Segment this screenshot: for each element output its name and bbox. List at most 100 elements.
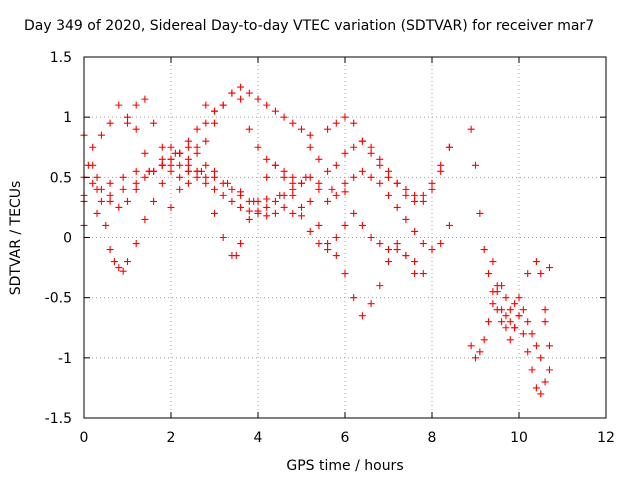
data-point [232,252,240,260]
data-point [537,270,545,278]
data-point [97,131,105,139]
data-point [115,203,123,211]
data-point [306,173,314,181]
y-tick-label: -0.5 [45,291,72,307]
data-points [80,83,553,398]
x-tick-label: 2 [167,430,176,446]
data-point [358,312,366,320]
data-point [376,240,384,248]
data-point [324,246,332,254]
data-point [141,173,149,181]
y-axis-label: SDTVAR / TECUs [8,181,24,296]
data-point [437,167,445,175]
data-point [202,137,210,145]
data-point [332,191,340,199]
data-point [393,203,401,211]
data-point [119,185,127,193]
data-point [489,258,497,266]
series-track-14 [467,258,553,362]
data-point [271,161,279,169]
data-point [393,240,401,248]
data-point [480,246,488,254]
data-point [306,143,314,151]
data-point [245,197,253,205]
data-point [124,119,131,127]
data-point [158,143,166,151]
series-track-1 [80,101,305,260]
data-point [358,221,366,229]
data-point [411,191,419,199]
data-point [411,227,419,235]
data-point [106,197,114,205]
series-track-11 [324,113,453,205]
data-point [202,119,210,127]
data-point [289,173,297,181]
data-point [467,342,475,350]
data-point [306,227,314,235]
data-point [506,336,514,344]
data-point [289,209,297,217]
data-point [419,191,427,199]
data-point [385,258,392,266]
y-tick-label: 1 [63,110,72,126]
data-point [367,149,375,157]
data-point [202,161,210,169]
data-point [202,179,210,187]
y-tick-label: -1.5 [45,411,72,427]
data-point [263,195,271,203]
data-point [271,107,279,115]
chart-title: Day 349 of 2020, Sidereal Day-to-day VTE… [24,18,594,34]
data-point [298,203,305,211]
data-point [106,246,114,254]
data-point [184,161,192,169]
data-point [315,155,323,163]
data-point [324,197,332,205]
data-point [528,366,536,374]
data-point [93,173,101,181]
x-tick-label: 4 [254,430,263,446]
data-point [502,324,510,332]
data-point [493,288,501,296]
y-tick-label: -1 [58,351,72,367]
data-point [289,191,297,199]
data-point [493,282,501,290]
data-point [167,143,175,151]
data-point [132,101,140,109]
data-point [502,312,510,320]
data-point [202,101,210,109]
data-point [184,137,192,145]
series-track-7 [167,89,305,211]
data-point [280,173,288,181]
data-point [350,143,358,151]
data-point [393,246,401,254]
data-point [315,240,323,248]
data-point [193,173,201,181]
data-point [271,197,279,205]
data-point [176,161,184,169]
data-point [184,143,192,151]
data-point [245,89,253,97]
data-point [498,306,506,314]
data-point [289,185,297,193]
data-point [419,270,427,278]
axis-ticks: 0 2 4 6 8 10 12 -1.5 -1 -0.5 0 0.5 1 1.5 [45,50,615,446]
data-point [524,318,532,326]
data-point [193,149,201,157]
data-point [158,179,166,187]
data-point [263,212,271,220]
data-point [280,191,288,199]
data-point [141,215,149,223]
data-point [472,354,479,362]
data-point [132,125,140,133]
data-point [176,173,184,181]
data-point [132,179,140,187]
data-point [119,173,127,181]
series-track-6 [124,95,305,220]
y-tick-label: 0 [63,231,72,247]
data-point [219,191,227,199]
data-point [402,185,410,193]
data-point [219,179,227,187]
data-point [254,143,262,151]
data-point [158,155,166,163]
